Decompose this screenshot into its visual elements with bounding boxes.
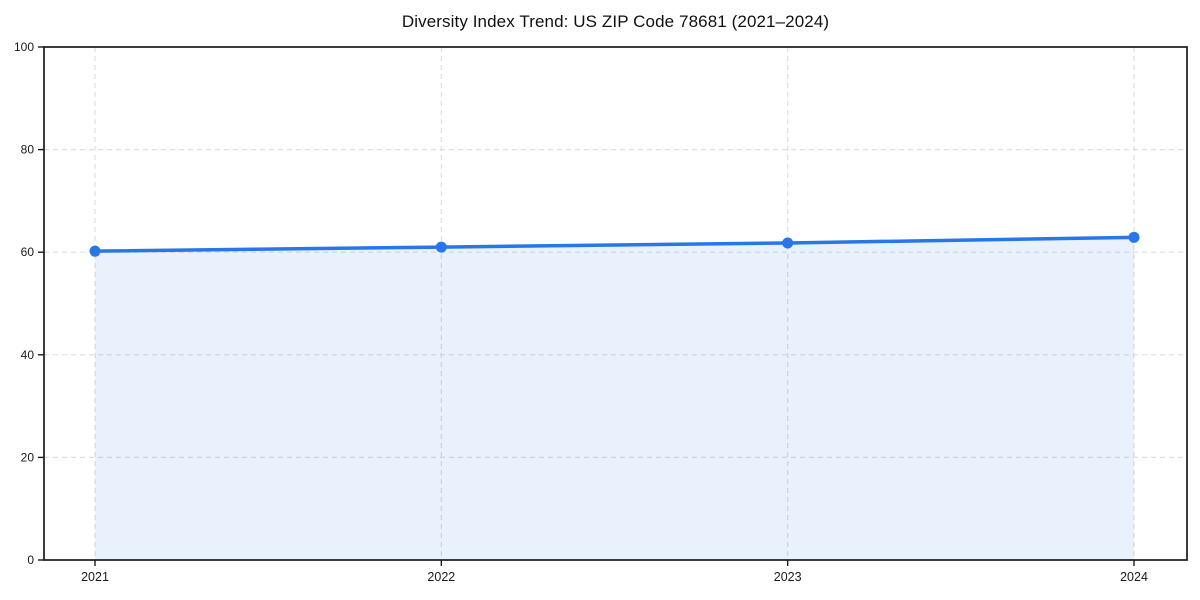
area-fill [95,237,1134,560]
x-tick-label: 2023 [774,570,802,584]
chart-title: Diversity Index Trend: US ZIP Code 78681… [401,12,830,31]
plot-border [43,46,1188,561]
data-point [435,241,447,253]
y-tick-label: 0 [27,553,34,567]
x-tick-label: 2021 [81,570,109,584]
x-tick-label: 2024 [1120,570,1148,584]
y-tick-label: 20 [21,450,35,464]
trend-line [93,235,1136,253]
data-point [1128,231,1140,243]
x-tick-label: 2022 [427,570,455,584]
y-tick-label: 40 [21,348,35,362]
y-tick-label: 60 [21,245,35,259]
data-point [89,245,101,257]
y-tick-label: 80 [21,143,35,157]
y-tick-label: 100 [14,40,34,54]
data-point [782,237,794,249]
